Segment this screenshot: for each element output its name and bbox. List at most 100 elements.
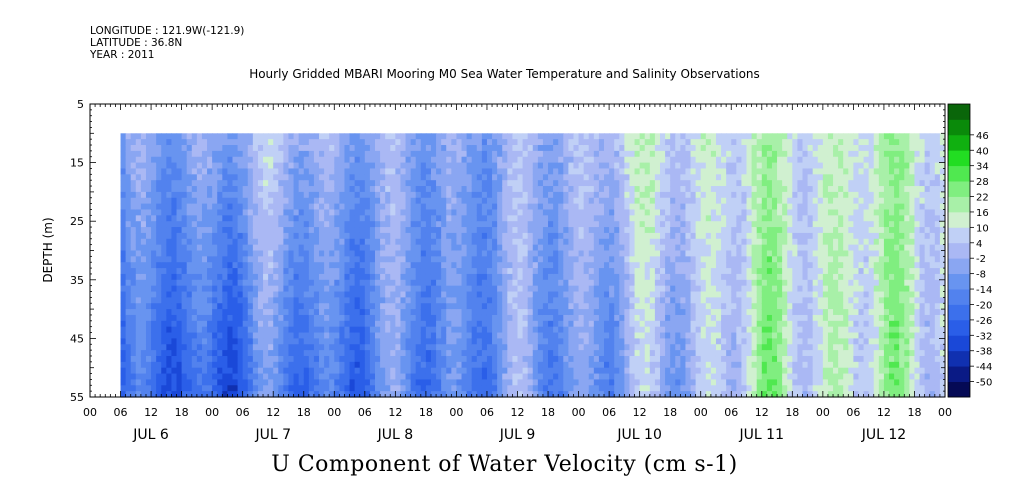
heat-cell (466, 145, 473, 152)
heat-cell (369, 244, 376, 252)
heat-cell (497, 291, 503, 298)
heat-cell (665, 285, 671, 293)
heat-cell (232, 361, 239, 369)
heat-cell (593, 314, 600, 322)
heat-cell (461, 291, 468, 298)
heat-cell (578, 273, 585, 281)
heat-cell (629, 215, 636, 222)
heat-cell (670, 232, 676, 240)
heat-cell (548, 297, 554, 304)
heat-cell (624, 285, 631, 293)
heat-cell (537, 262, 544, 269)
heat-cell (492, 197, 498, 205)
heat-cell (176, 367, 183, 375)
heat-cell (334, 326, 340, 334)
heat-cell (344, 156, 351, 164)
heat-cell (573, 203, 580, 211)
heat-cell (522, 314, 529, 322)
heat-cell (670, 256, 676, 263)
heat-cell (222, 209, 229, 216)
heat-cell (308, 326, 315, 334)
heat-cell (242, 186, 249, 193)
heat-cell (588, 238, 595, 246)
heat-cell (410, 297, 417, 304)
heat-cell (527, 379, 534, 386)
heat-cell (502, 203, 508, 211)
heat-cell (578, 332, 585, 339)
heat-cell (181, 197, 188, 205)
heat-cell (369, 332, 376, 339)
heat-cell (227, 156, 234, 164)
heat-cell (644, 309, 651, 316)
heat-cell (604, 309, 610, 316)
heat-cell (237, 291, 244, 298)
heat-cell (329, 367, 335, 375)
heat-cell (145, 238, 152, 246)
heat-cell (507, 309, 514, 316)
heat-cell (400, 379, 407, 386)
heat-cell (242, 344, 249, 351)
heat-cell (502, 320, 508, 328)
heat-cell (563, 361, 569, 369)
heat-cell (436, 309, 442, 316)
heat-cell (471, 326, 478, 334)
heat-cell (227, 291, 234, 298)
heat-cell (339, 232, 346, 240)
heat-cell (588, 232, 595, 240)
heat-cell (542, 180, 549, 187)
heat-cell (573, 297, 580, 304)
heat-cell (349, 256, 356, 263)
heat-cell (446, 174, 452, 181)
heat-cell (380, 379, 386, 386)
heat-cell (283, 197, 290, 205)
heat-cell (512, 273, 519, 281)
heat-cell (380, 303, 386, 310)
heat-cell (298, 379, 305, 386)
heat-cell (298, 268, 305, 275)
heat-cell (548, 256, 554, 263)
heat-cell (181, 303, 188, 310)
heat-cell (298, 285, 305, 293)
heat-cell (537, 314, 544, 322)
heat-cell (201, 227, 208, 234)
heat-cell (247, 168, 254, 175)
heat-cell (186, 314, 193, 322)
heat-cell (502, 350, 508, 357)
heat-cell (430, 174, 437, 181)
heat-cell (517, 344, 524, 351)
heat-cell (471, 150, 478, 158)
heat-cell (619, 367, 625, 375)
heat-cell (344, 232, 351, 240)
heat-cell (237, 314, 244, 322)
heat-cell (588, 338, 595, 345)
heat-cell (400, 320, 407, 328)
heat-cell (537, 291, 544, 298)
heat-cell (283, 145, 290, 152)
heat-cell (410, 344, 417, 351)
heat-cell (563, 314, 569, 322)
heat-cell (125, 250, 132, 257)
heat-cell (644, 350, 651, 357)
heat-cell (466, 150, 473, 158)
heat-cell (436, 379, 442, 386)
heat-cell (390, 191, 396, 199)
heat-cell (263, 156, 269, 164)
heat-cell (441, 139, 447, 146)
heat-cell (400, 150, 407, 158)
heat-cell (588, 139, 595, 146)
heat-cell (354, 391, 361, 398)
heat-cell (486, 338, 493, 345)
heat-cell (222, 215, 229, 222)
heat-cell (161, 361, 167, 369)
heat-cell (563, 221, 569, 228)
heat-cell (385, 273, 391, 281)
heat-cell (242, 150, 249, 158)
heat-cell (359, 139, 366, 146)
heat-cell (665, 221, 671, 228)
heat-cell (339, 326, 346, 334)
heat-cell (410, 314, 417, 322)
heat-cell (273, 150, 279, 158)
heat-cell (308, 344, 315, 351)
heat-cell (497, 273, 503, 281)
heat-cell (522, 232, 529, 240)
